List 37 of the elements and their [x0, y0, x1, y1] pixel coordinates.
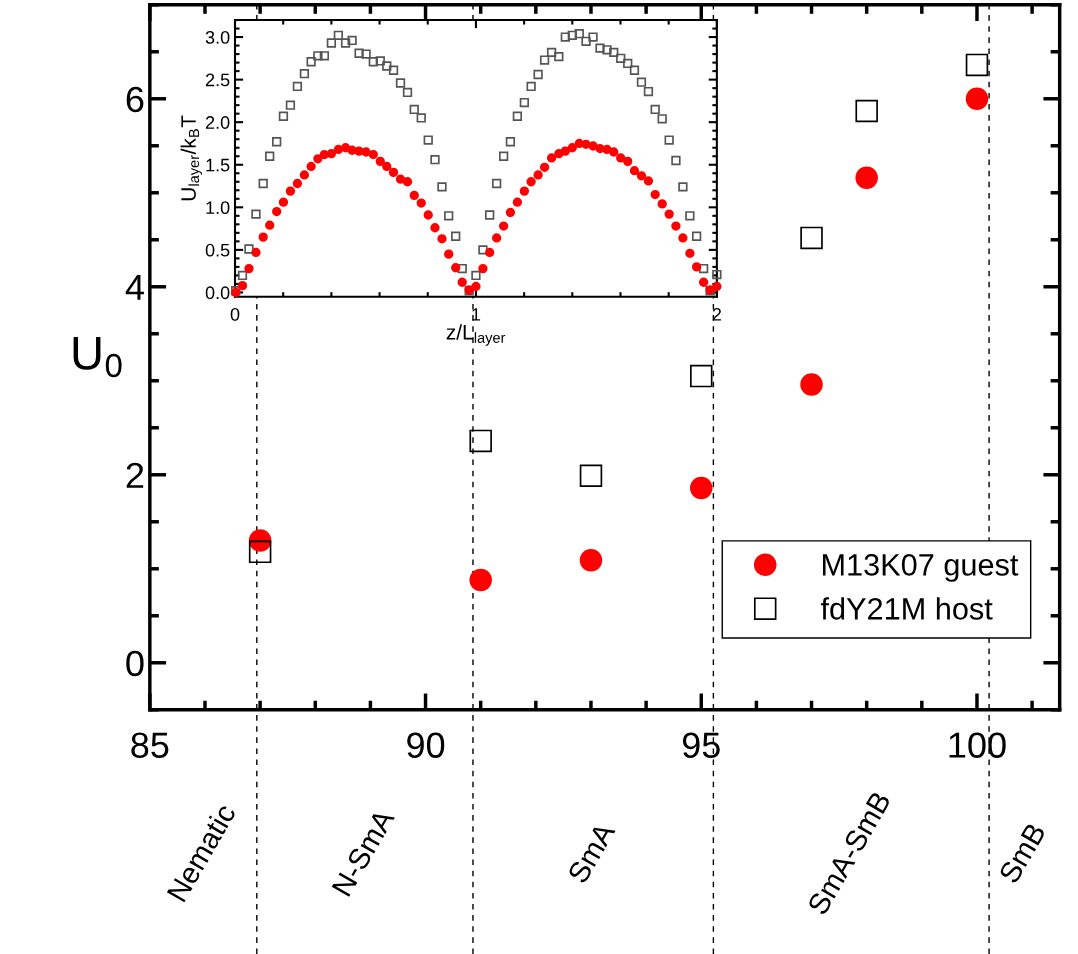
legend-label: M13K07 guest [822, 553, 1019, 582]
y-tick-label: 0 [126, 650, 144, 677]
x-tick-label: 90 [407, 732, 445, 758]
y-tick-label: 2.0 [205, 116, 230, 129]
x-tick-label: 0 [230, 308, 240, 321]
point [965, 87, 989, 111]
y-tick-label: 3.0 [205, 30, 230, 44]
x-axis-title: z/L$_{layer}$ [446, 324, 506, 346]
x-tick-label: 85 [131, 732, 169, 758]
y-tick-label: 0.5 [205, 243, 230, 257]
y-tick-label: 4 [125, 275, 144, 300]
point [469, 568, 492, 592]
y-tick-label: 1.0 [206, 201, 230, 215]
y-axis-title: U$_{0}$ [73, 336, 122, 378]
legend-label: fdY21M host [820, 597, 993, 620]
point [579, 549, 603, 572]
y-tick-label: 6 [126, 86, 144, 113]
point [248, 529, 272, 552]
y-tick-label: 1.5 [206, 158, 230, 172]
y-tick-label: 2.5 [205, 73, 230, 87]
point [690, 364, 713, 388]
point [579, 464, 603, 487]
point [800, 373, 823, 396]
point [248, 540, 272, 564]
point [690, 476, 713, 500]
x-tick-label: 100 [949, 732, 1006, 758]
point [855, 99, 878, 123]
point [965, 53, 989, 77]
y-tick-label: 0.0 [205, 286, 230, 300]
y-axis-title: U$_{layer}$/k$_{B}$T [180, 115, 203, 201]
x-tick-label: 1 [472, 308, 481, 321]
point [469, 429, 492, 453]
y-tick-label: 2 [126, 462, 144, 488]
x-tick-label: 95 [682, 732, 720, 758]
point [855, 166, 878, 189]
x-tick-label: 2 [712, 308, 721, 321]
point [800, 226, 823, 250]
